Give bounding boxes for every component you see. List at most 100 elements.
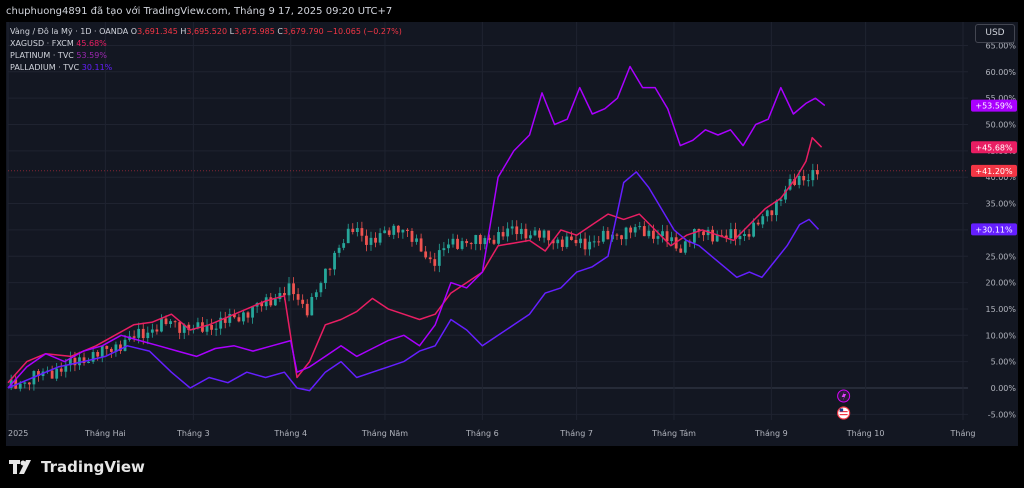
- candle-body: [37, 371, 40, 377]
- candle-body: [797, 175, 801, 185]
- chart-panel[interactable]: -5.00% 0.00% 5.00% 10.00% 15.00% 20.00% 25.00%…: [6, 22, 1018, 446]
- candle-body: [456, 238, 459, 249]
- candle-body: [784, 189, 787, 200]
- chart-header: chuphuong4891 đã tạo với TradingView.com…: [6, 6, 393, 17]
- candle-body: [269, 297, 273, 306]
- candle-body: [806, 180, 810, 182]
- candle-body: [451, 238, 455, 245]
- candle-body: [155, 329, 159, 332]
- candle-body: [264, 297, 268, 307]
- candle-body: [501, 232, 505, 237]
- legend-main-symbol[interactable]: Vàng / Đô la Mỹ · 1D · OANDA O3,691.345 …: [10, 26, 402, 36]
- series-line-3[interactable]: [7, 171, 820, 392]
- candle-body: [283, 293, 286, 296]
- candle-body: [729, 229, 733, 239]
- candle-body: [27, 382, 31, 385]
- candle-body: [574, 239, 578, 244]
- candle-body: [55, 368, 59, 379]
- candle-body: [351, 228, 355, 232]
- candle-body: [305, 303, 309, 316]
- x-tick-label: Tháng 6: [465, 429, 499, 438]
- candle-body: [734, 229, 737, 240]
- candle-body: [223, 317, 227, 323]
- candle-body: [228, 313, 232, 323]
- x-tick-label: Tháng Năm: [361, 429, 408, 438]
- candle-body: [538, 230, 541, 238]
- candle-body: [214, 328, 218, 330]
- candle-body: [296, 294, 300, 300]
- price-axis: -5.00% 0.00% 5.00% 10.00% 15.00% 20.00% 25.00%…: [971, 41, 1017, 419]
- legend-item-2[interactable]: PLATINUM · TVC 53.59%: [10, 51, 107, 60]
- candle-body: [542, 230, 546, 238]
- candle-body: [424, 251, 428, 258]
- chart-canvas[interactable]: -5.00% 0.00% 5.00% 10.00% 15.00% 20.00% 25.00%…: [6, 22, 1018, 446]
- candle-body: [383, 230, 387, 234]
- legend-item-1[interactable]: XAGUSD · FXCM 45.68%: [10, 39, 107, 48]
- candle-body: [620, 235, 623, 240]
- candle-body: [702, 231, 705, 236]
- candle-body: [661, 231, 664, 237]
- x-tick-label: Tháng Tám: [651, 429, 696, 438]
- price-label: +45.68%: [975, 143, 1013, 152]
- candle-body: [173, 321, 177, 323]
- currency-button[interactable]: USD: [975, 24, 1015, 43]
- candle-body: [679, 248, 683, 253]
- x-tick-label: 2025: [8, 429, 28, 438]
- x-tick-label: Tháng 10: [846, 429, 885, 438]
- candle-body: [59, 368, 63, 372]
- candle-body: [150, 329, 154, 333]
- us-flag-icon[interactable]: [837, 406, 851, 420]
- chart-markers: [837, 389, 851, 420]
- candle-body: [529, 235, 532, 239]
- candle-body: [743, 234, 746, 237]
- candle-body: [232, 313, 236, 318]
- candle-body: [337, 247, 341, 253]
- candle-body: [64, 365, 68, 372]
- candle-body: [369, 237, 373, 245]
- candle-body: [715, 235, 719, 242]
- price-label-bg: [971, 164, 1017, 177]
- candle-body: [652, 230, 655, 239]
- candle-body: [752, 222, 756, 237]
- candle-body: [278, 293, 282, 300]
- candle-body: [460, 241, 464, 249]
- candle-body: [410, 230, 414, 242]
- candle-body: [23, 382, 27, 384]
- candle-body: [633, 227, 637, 233]
- candle-body: [606, 230, 610, 240]
- candle-body: [433, 259, 437, 266]
- series-line-2[interactable]: [7, 65, 826, 389]
- candle-body: [137, 328, 141, 338]
- brand-name: TradingView: [41, 458, 145, 476]
- candle-body: [251, 306, 254, 318]
- candle-body: [333, 252, 336, 270]
- candle-body: [570, 236, 573, 240]
- price-label-bg: [971, 141, 1017, 154]
- candle-body: [579, 238, 582, 244]
- series-line-1[interactable]: [7, 136, 823, 384]
- candle-body: [793, 178, 797, 185]
- legend-item-3[interactable]: PALLADIUM · TVC 30.11%: [10, 63, 113, 72]
- candle-body: [374, 237, 377, 243]
- x-tick-label: Tháng 7: [559, 429, 593, 438]
- candle-body: [583, 238, 587, 250]
- y-tick-label: 25.00%: [985, 252, 1016, 261]
- candle-body: [68, 357, 72, 366]
- candle-body: [355, 228, 359, 232]
- tradingview-footer: TradingView: [9, 458, 145, 476]
- candle-body: [160, 318, 163, 332]
- candle-body: [747, 234, 751, 237]
- candle-body: [182, 324, 186, 333]
- series-lines: [7, 65, 826, 392]
- candle-body: [392, 225, 396, 235]
- price-label: +53.59%: [975, 102, 1013, 111]
- x-tick-label: Tháng 4: [273, 429, 307, 438]
- y-tick-label: 60.00%: [985, 68, 1016, 77]
- candle-body: [510, 226, 514, 229]
- candle-body: [301, 299, 305, 304]
- candle-body: [119, 344, 122, 351]
- y-tick-label: 35.00%: [985, 200, 1016, 209]
- candle-body: [292, 283, 295, 295]
- x-tick-label: Tháng Hai: [84, 429, 126, 438]
- candle-body: [73, 357, 77, 366]
